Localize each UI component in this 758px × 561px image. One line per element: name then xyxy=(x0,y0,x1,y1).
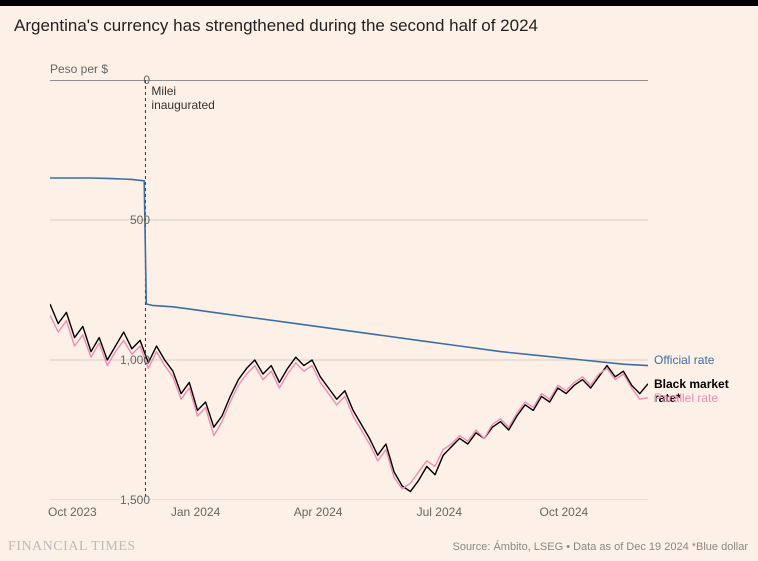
y-tick-label: 500 xyxy=(110,213,150,227)
chart-plot-area xyxy=(50,80,648,500)
brand-footer: FINANCIAL TIMES xyxy=(8,539,136,555)
y-tick-label: 1,000 xyxy=(110,353,150,367)
chart-title: Argentina's currency has strengthened du… xyxy=(0,6,758,40)
x-tick-label: Oct 2023 xyxy=(48,505,97,519)
x-tick-label: Jan 2024 xyxy=(171,505,220,519)
y-tick-label: 1,500 xyxy=(110,493,150,507)
y-axis-label: Peso per $ xyxy=(50,62,108,76)
annotation-text: Mileiinaugurated xyxy=(151,84,214,113)
source-footer: Source: Ámbito, LSEG • Data as of Dec 19… xyxy=(452,541,748,553)
series-label: Parallel rate xyxy=(654,391,718,405)
x-tick-label: Jul 2024 xyxy=(417,505,462,519)
series-line xyxy=(50,178,648,366)
series-line xyxy=(50,304,648,492)
x-tick-label: Oct 2024 xyxy=(540,505,589,519)
y-tick-label: 0 xyxy=(110,73,150,87)
x-tick-label: Apr 2024 xyxy=(294,505,343,519)
series-label: Official rate xyxy=(654,353,714,367)
chart-svg xyxy=(50,80,648,500)
